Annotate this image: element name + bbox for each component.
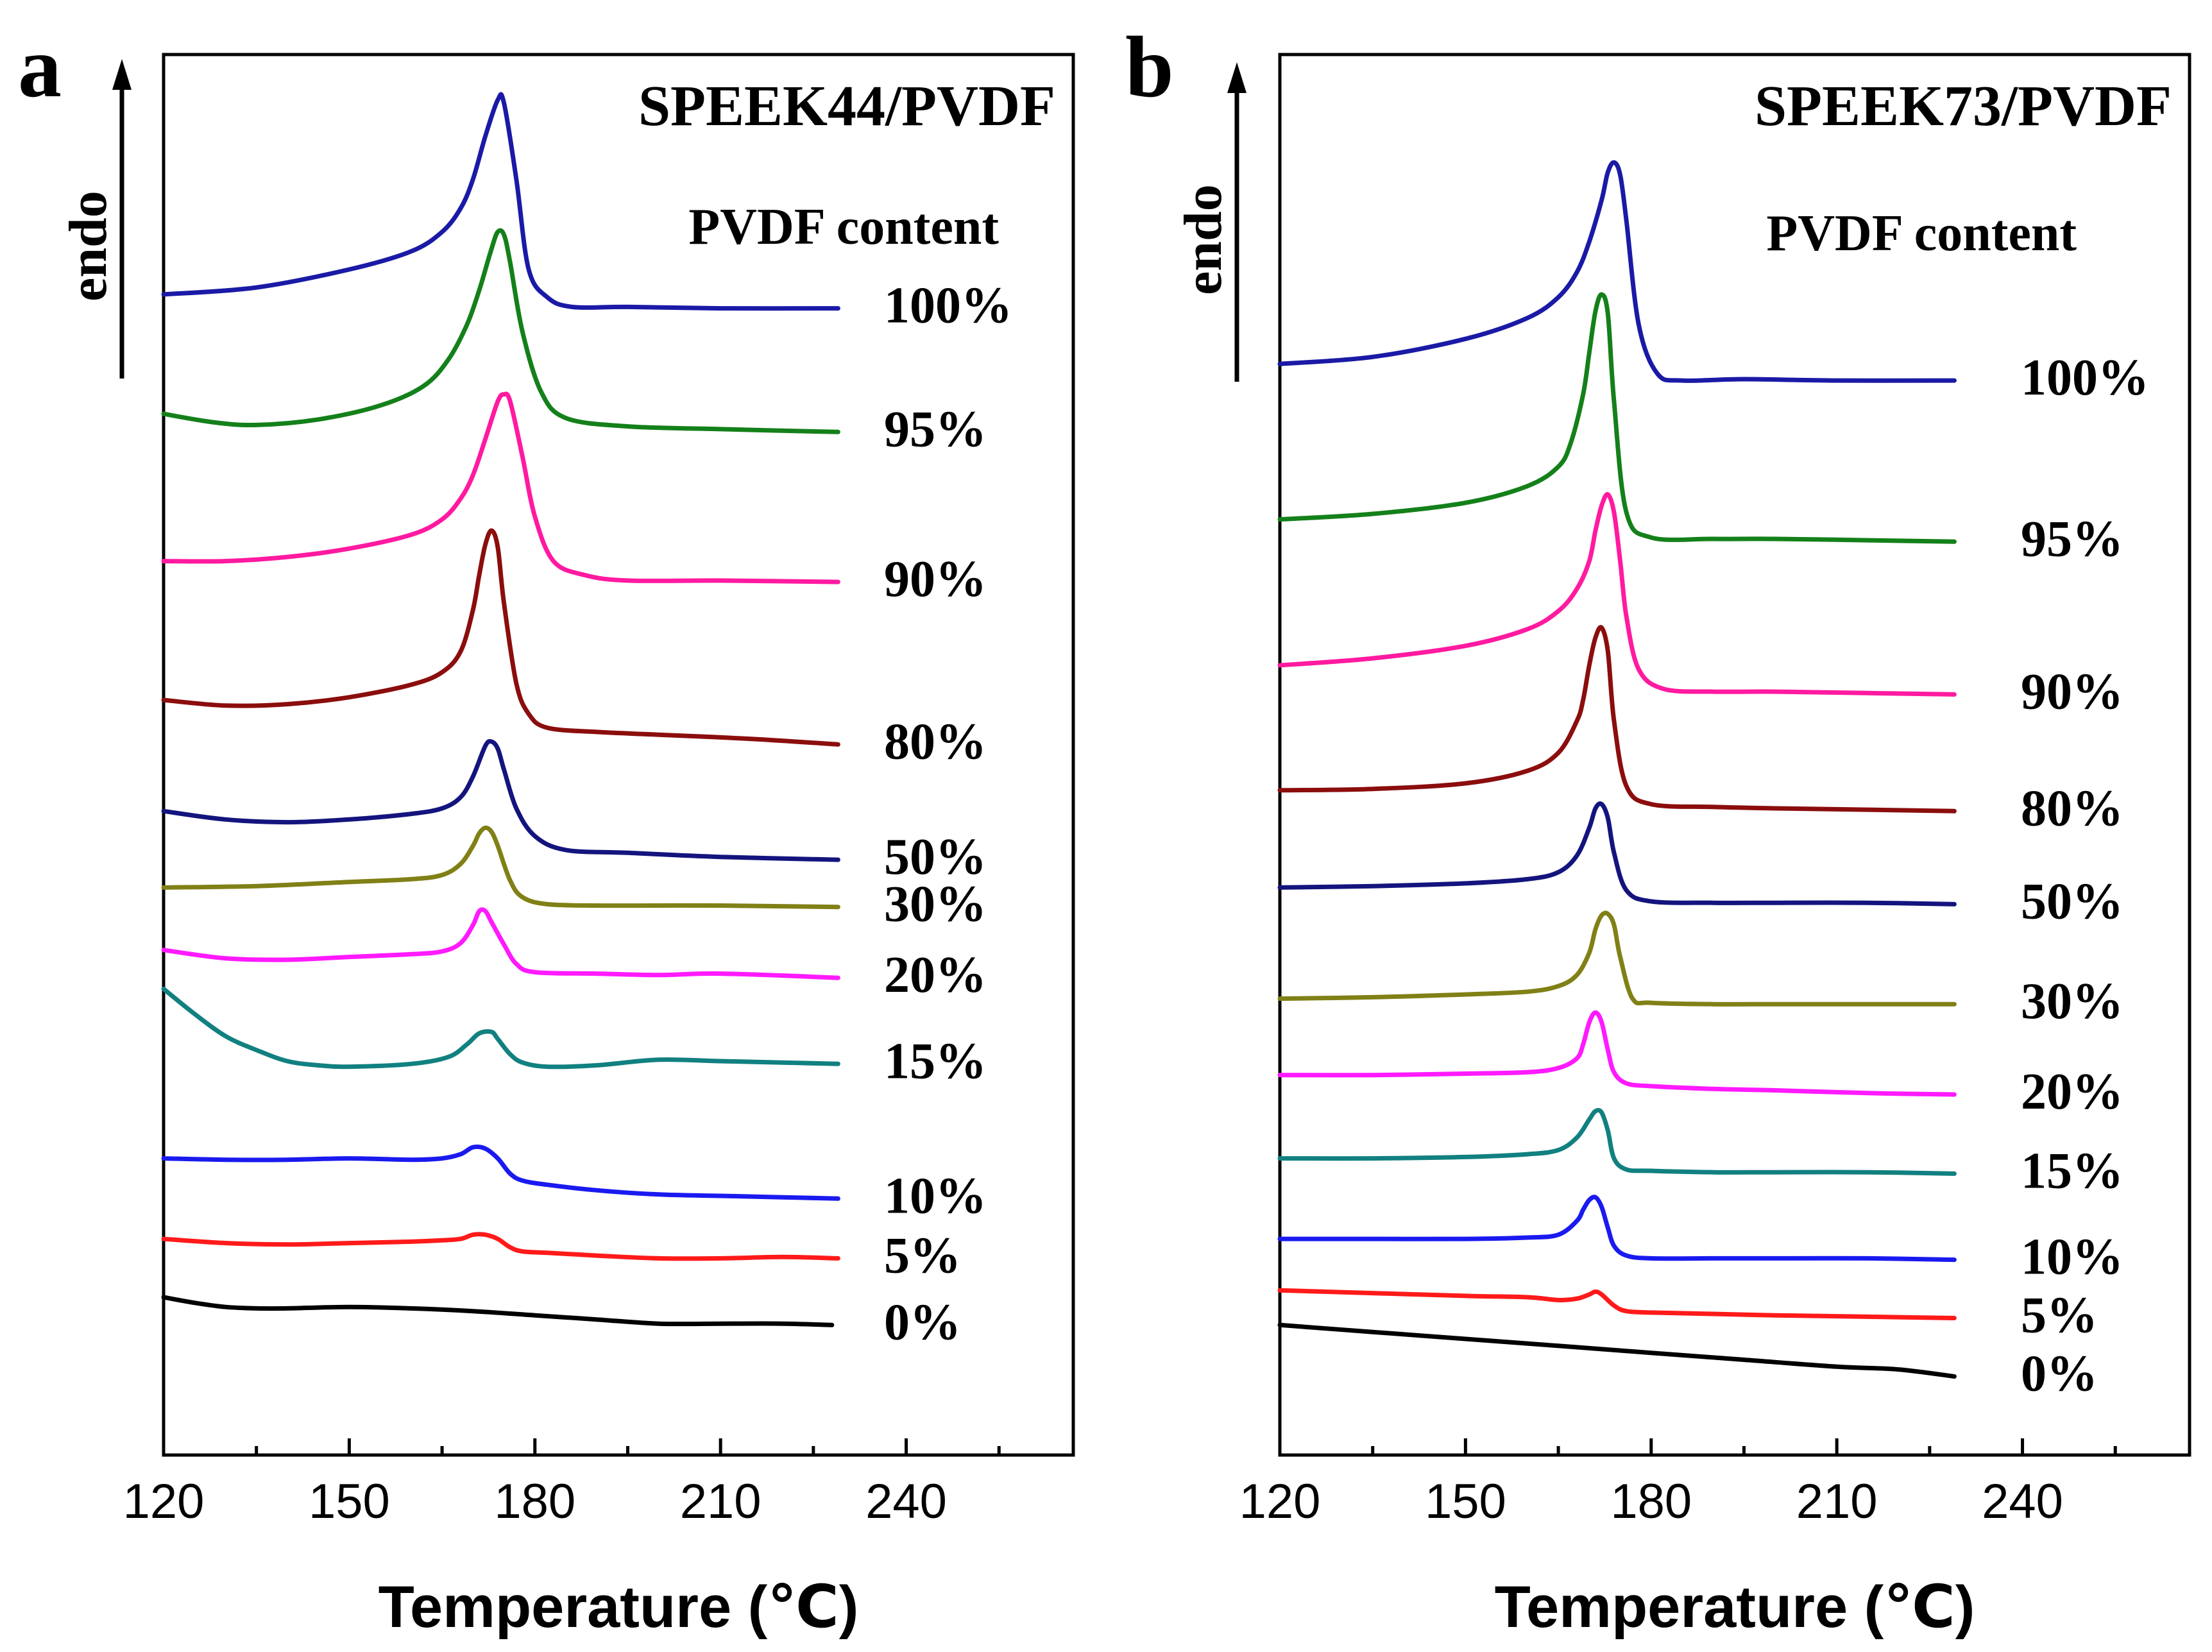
series-label-100pct: 100% xyxy=(884,278,1012,334)
series-line-30pct xyxy=(1277,910,1957,1007)
series-label-15pct: 15% xyxy=(2021,1143,2123,1199)
x-tick-label: 210 xyxy=(680,1474,761,1529)
x-tick-label: 180 xyxy=(494,1474,575,1529)
series-line-100pct xyxy=(161,92,840,311)
series-label-50pct: 50% xyxy=(884,829,987,885)
series-label-100pct: 100% xyxy=(2021,350,2149,406)
x-tick-label: 180 xyxy=(1610,1474,1692,1529)
x-axis-label-a: Temperature (℃) xyxy=(379,1574,859,1640)
series-line-95pct xyxy=(1277,292,1957,544)
series-line-5pct xyxy=(1277,1288,1957,1320)
panel-a: a endo SPEEK44/PVDF PVDF content 120 150 1… xyxy=(18,19,1075,1640)
series-line-20pct xyxy=(1277,1010,1957,1097)
x-axis-ticks-b: 120 150 180 210 240 xyxy=(1239,1438,2117,1529)
endo-arrow-head xyxy=(112,59,132,90)
panel-label-a: a xyxy=(18,19,62,115)
legend-title-b: PVDF content xyxy=(1766,205,2077,262)
chart-title-a: SPEEK44/PVDF xyxy=(638,74,1055,138)
series-line-20pct xyxy=(161,907,840,980)
series-label-95pct: 95% xyxy=(884,401,987,457)
x-tick-label: 150 xyxy=(1425,1474,1506,1529)
series-label-80pct: 80% xyxy=(884,713,987,770)
x-axis-ticks-a: 120 150 180 210 240 xyxy=(123,1438,1001,1529)
series-label-15pct: 15% xyxy=(884,1033,987,1089)
series-line-50pct xyxy=(161,738,840,862)
plot-frame-a xyxy=(162,53,1075,1457)
panel-b: b endo SPEEK73/PVDF PVDF content 120 150 1… xyxy=(1125,19,2191,1640)
series-line-15pct xyxy=(1277,1107,1957,1176)
endo-arrow xyxy=(112,59,132,379)
series-line-10pct xyxy=(1277,1195,1957,1263)
series-label-10pct: 10% xyxy=(884,1168,987,1224)
series-label-95pct: 95% xyxy=(2021,511,2123,567)
legend-title-a: PVDF content xyxy=(688,199,999,255)
y-axis-label-b: endo xyxy=(1173,184,1233,295)
plot-frame-b xyxy=(1278,53,2191,1457)
x-axis-label-b: Temperature (℃) xyxy=(1495,1574,1975,1640)
y-axis-label-a: endo xyxy=(58,191,118,302)
series-line-15pct xyxy=(161,986,840,1069)
series-line-95pct xyxy=(161,228,840,434)
series-label-50pct: 50% xyxy=(2021,873,2123,930)
series-line-80pct xyxy=(161,528,840,747)
series-label-20pct: 20% xyxy=(2021,1064,2123,1120)
series-curves-a xyxy=(161,92,840,1327)
series-label-10pct: 10% xyxy=(2021,1229,2123,1286)
x-tick-label: 210 xyxy=(1796,1474,1878,1529)
series-line-30pct xyxy=(161,825,840,910)
series-label-30pct: 30% xyxy=(2021,973,2123,1030)
series-label-5pct: 5% xyxy=(2021,1288,2098,1344)
x-tick-label: 150 xyxy=(309,1474,390,1529)
series-label-20pct: 20% xyxy=(884,947,987,1003)
x-tick-label: 120 xyxy=(123,1474,205,1529)
series-line-90pct xyxy=(161,391,840,584)
series-label-90pct: 90% xyxy=(2021,663,2123,720)
series-labels-a: 100% 95% 90% 80% 50%30% 20% 15% 10%5% 0% xyxy=(884,278,1012,1351)
endo-arrow xyxy=(1227,62,1246,382)
endo-arrow-head xyxy=(1227,62,1246,93)
series-curves-b xyxy=(1277,160,1957,1379)
series-labels-b: 100% 95% 90% 80% 50% 30% 20% 15% 10%5%0% xyxy=(2021,350,2149,1402)
series-label-30pct: 30% xyxy=(884,876,987,933)
x-tick-label: 240 xyxy=(865,1474,947,1529)
series-line-90pct xyxy=(1277,492,1957,697)
series-label-0pct: 0% xyxy=(884,1294,961,1350)
series-line-0pct xyxy=(1277,1322,1957,1379)
chart-title-b: SPEEK73/PVDF xyxy=(1755,74,2172,138)
panel-label-b: b xyxy=(1125,19,1174,115)
series-line-80pct xyxy=(1277,625,1957,813)
series-line-10pct xyxy=(161,1145,840,1201)
series-line-5pct xyxy=(161,1232,840,1261)
series-label-80pct: 80% xyxy=(2021,780,2123,837)
series-line-100pct xyxy=(1277,160,1957,383)
x-tick-label: 120 xyxy=(1239,1474,1321,1529)
series-label-90pct: 90% xyxy=(884,551,987,608)
x-tick-label: 240 xyxy=(1982,1474,2063,1529)
series-line-0pct xyxy=(161,1295,835,1327)
series-label-0pct: 0% xyxy=(2021,1345,2098,1402)
series-label-5pct: 5% xyxy=(884,1227,961,1284)
series-line-50pct xyxy=(1277,801,1957,907)
